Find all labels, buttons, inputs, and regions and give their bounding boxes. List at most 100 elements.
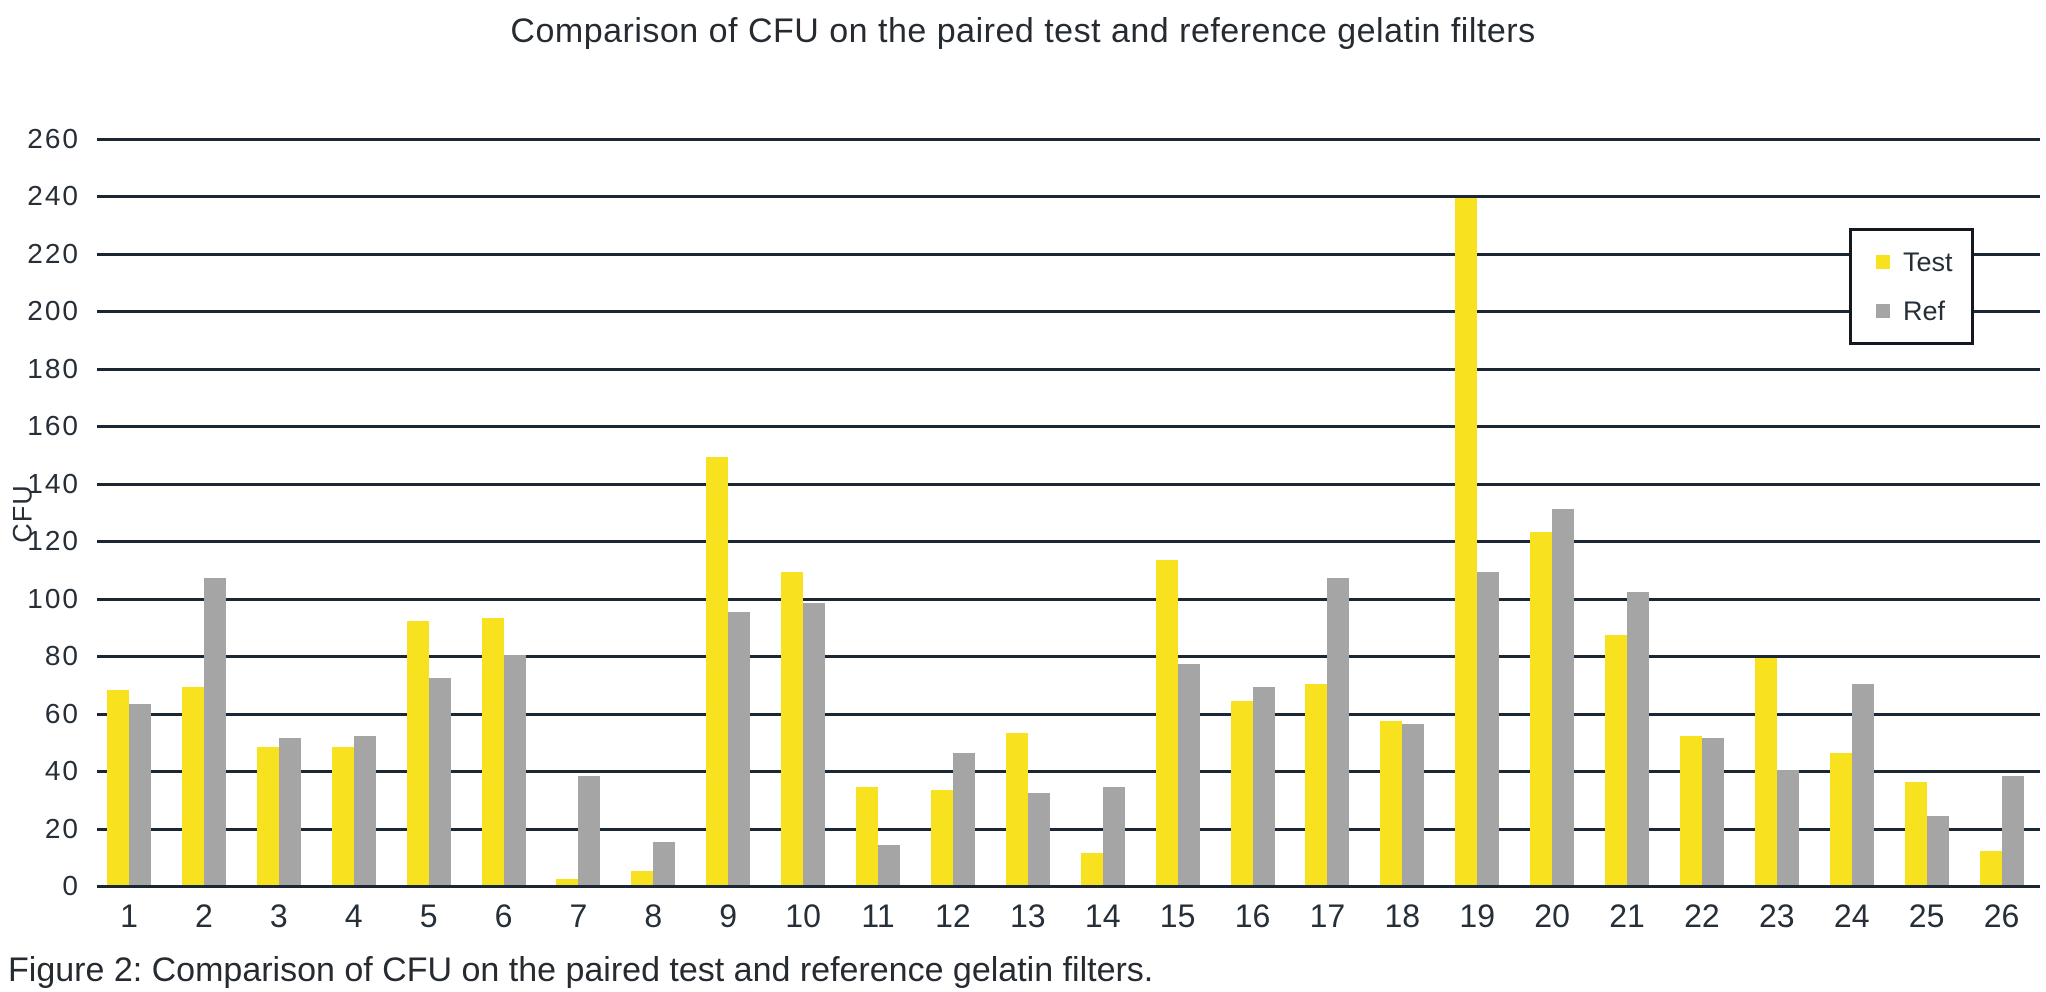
x-tick-label-21: 21 xyxy=(1609,898,1645,934)
x-tick-label-11: 11 xyxy=(861,898,895,934)
bar-test-26 xyxy=(1979,850,2002,885)
grid-line-40 xyxy=(97,770,2040,774)
bar-ref-6 xyxy=(503,655,526,885)
x-tick-label-26: 26 xyxy=(1983,898,2020,934)
bar-ref-13 xyxy=(1027,793,1050,885)
bar-ref-9 xyxy=(728,612,751,885)
bar-ref-18 xyxy=(1402,724,1425,885)
legend: Test Ref xyxy=(1849,228,1974,345)
test-series-swatch-icon xyxy=(1876,255,1890,269)
bar-ref-25 xyxy=(1926,816,1949,885)
x-tick-label-5: 5 xyxy=(419,898,438,934)
bar-test-18 xyxy=(1380,721,1403,885)
legend-item-test: Test xyxy=(1876,246,1971,277)
bar-ref-2 xyxy=(203,577,226,885)
x-tick-label-13: 13 xyxy=(1010,898,1046,934)
grid-line-60 xyxy=(97,712,2040,716)
grid-line-0 xyxy=(97,885,2040,888)
x-tick-label-24: 24 xyxy=(1833,898,1870,934)
x-tick-label-22: 22 xyxy=(1684,898,1720,934)
bar-test-22 xyxy=(1679,735,1702,885)
x-tick-label-17: 17 xyxy=(1309,898,1346,934)
bar-test-7 xyxy=(556,879,579,885)
bar-ref-10 xyxy=(803,603,826,885)
x-tick-label-14: 14 xyxy=(1084,898,1121,934)
y-tick-label-200: 200 xyxy=(27,295,80,327)
x-tick-label-20: 20 xyxy=(1534,898,1570,934)
grid-line-80 xyxy=(97,655,2040,659)
legend-label-test: Test xyxy=(1903,246,1953,277)
grid-line-20 xyxy=(97,827,2040,831)
y-tick-label-160: 160 xyxy=(27,410,80,442)
grid-line-200 xyxy=(97,310,2040,314)
x-tick-label-3: 3 xyxy=(269,898,288,934)
grid-line-120 xyxy=(97,540,2040,544)
bar-test-8 xyxy=(631,870,654,885)
bar-test-20 xyxy=(1530,531,1553,885)
x-tick-label-9: 9 xyxy=(719,898,738,934)
grid-line-180 xyxy=(97,367,2040,371)
bar-ref-19 xyxy=(1477,571,1500,885)
bar-test-6 xyxy=(481,617,504,885)
bar-ref-24 xyxy=(1851,683,1874,885)
y-tick-label-100: 100 xyxy=(27,582,80,614)
grid-line-240 xyxy=(97,195,2040,199)
figure-caption: Figure 2: Comparison of CFU on the paire… xyxy=(8,951,1154,989)
bar-ref-1 xyxy=(129,704,151,885)
bar-test-17 xyxy=(1305,683,1328,885)
x-tick-label-10: 10 xyxy=(785,898,821,934)
y-tick-label-0: 0 xyxy=(62,870,80,901)
bar-test-25 xyxy=(1904,781,1927,885)
grid-line-100 xyxy=(97,597,2040,601)
x-tick-label-2: 2 xyxy=(194,898,213,934)
bar-ref-17 xyxy=(1327,577,1350,885)
bar-ref-7 xyxy=(578,775,601,885)
y-tick-label-180: 180 xyxy=(27,352,80,384)
bar-ref-3 xyxy=(278,738,301,885)
y-tick-label-40: 40 xyxy=(44,755,80,787)
bar-ref-4 xyxy=(353,735,376,885)
bar-ref-12 xyxy=(952,752,975,885)
bar-ref-22 xyxy=(1701,738,1724,885)
x-tick-label-1: 1 xyxy=(120,898,138,934)
bar-test-11 xyxy=(856,787,878,885)
bar-test-1 xyxy=(107,689,129,885)
grid-line-140 xyxy=(97,482,2040,486)
bar-test-2 xyxy=(181,686,204,885)
legend-label-ref: Ref xyxy=(1903,295,1946,326)
bar-ref-11 xyxy=(878,844,900,885)
bar-ref-21 xyxy=(1627,591,1649,885)
grid-line-220 xyxy=(97,252,2040,256)
x-tick-label-7: 7 xyxy=(569,898,588,934)
bar-test-23 xyxy=(1754,658,1777,885)
x-tick-label-4: 4 xyxy=(344,898,363,934)
y-tick-label-80: 80 xyxy=(44,640,80,672)
bar-test-14 xyxy=(1080,853,1103,885)
ref-series-swatch-icon xyxy=(1876,304,1890,318)
y-tick-label-20: 20 xyxy=(44,812,80,844)
bar-test-16 xyxy=(1230,701,1253,885)
y-tick-label-220: 220 xyxy=(27,237,80,269)
x-tick-label-18: 18 xyxy=(1384,898,1421,934)
bar-ref-15 xyxy=(1177,663,1200,885)
x-tick-label-25: 25 xyxy=(1908,898,1945,934)
x-tick-label-23: 23 xyxy=(1759,898,1795,934)
y-tick-label-260: 260 xyxy=(27,123,80,155)
y-tick-label-60: 60 xyxy=(44,697,80,729)
bar-test-5 xyxy=(406,620,429,885)
bar-test-3 xyxy=(256,747,279,885)
bar-test-9 xyxy=(706,456,729,885)
bar-test-19 xyxy=(1455,198,1478,885)
bar-ref-14 xyxy=(1102,787,1125,885)
bar-ref-26 xyxy=(2001,775,2024,885)
grid-line-260 xyxy=(97,138,2040,142)
x-tick-label-15: 15 xyxy=(1159,898,1196,934)
x-tick-label-12: 12 xyxy=(935,898,971,934)
bar-test-24 xyxy=(1829,752,1852,885)
bar-ref-23 xyxy=(1776,770,1799,885)
grid-line-160 xyxy=(97,425,2040,429)
bar-test-4 xyxy=(331,747,354,885)
bar-ref-16 xyxy=(1252,686,1275,885)
bar-test-12 xyxy=(930,790,953,885)
